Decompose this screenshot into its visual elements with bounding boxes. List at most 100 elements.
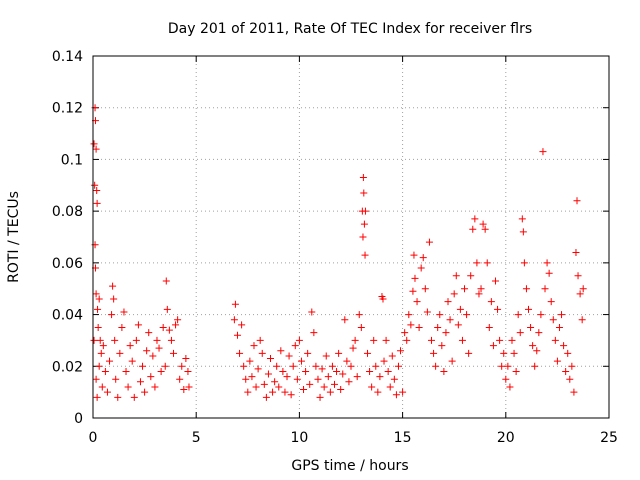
data-point bbox=[359, 233, 367, 241]
data-point bbox=[136, 378, 144, 386]
data-point bbox=[570, 388, 578, 396]
data-point bbox=[184, 367, 192, 375]
data-point bbox=[96, 336, 104, 344]
data-point bbox=[522, 285, 530, 293]
data-point bbox=[535, 329, 543, 337]
data-point bbox=[308, 308, 316, 316]
data-point bbox=[322, 352, 330, 360]
data-point bbox=[566, 375, 574, 383]
data-point bbox=[475, 290, 483, 298]
data-point bbox=[357, 324, 365, 331]
plot-frame bbox=[92, 55, 610, 419]
data-point bbox=[233, 331, 241, 339]
data-point bbox=[128, 357, 136, 365]
data-point bbox=[95, 362, 103, 370]
data-point bbox=[446, 316, 454, 324]
data-point bbox=[366, 367, 374, 375]
data-point bbox=[553, 357, 561, 365]
data-point bbox=[539, 148, 547, 156]
data-point bbox=[250, 342, 258, 350]
data-point bbox=[151, 383, 159, 391]
data-point bbox=[541, 285, 549, 293]
data-point bbox=[360, 189, 368, 197]
data-point bbox=[491, 277, 499, 285]
data-point bbox=[178, 362, 186, 370]
data-point bbox=[246, 357, 254, 365]
data-point bbox=[163, 305, 171, 313]
x-tick-labels: 0 5 10 15 20 25 bbox=[89, 430, 618, 446]
data-point bbox=[461, 285, 469, 293]
data-point bbox=[112, 375, 120, 383]
data-point bbox=[289, 362, 297, 370]
data-points bbox=[90, 104, 587, 401]
data-point bbox=[92, 375, 100, 383]
data-point bbox=[392, 391, 400, 399]
data-point bbox=[275, 383, 283, 391]
data-point bbox=[376, 373, 384, 381]
data-point bbox=[508, 336, 516, 344]
data-point bbox=[413, 298, 421, 306]
data-point bbox=[467, 272, 475, 280]
data-point bbox=[320, 383, 328, 391]
data-point bbox=[99, 342, 107, 350]
data-point bbox=[403, 336, 411, 344]
chart-title: Day 201 of 2011, Rate Of TEC Index for r… bbox=[168, 21, 532, 37]
data-point bbox=[345, 378, 353, 386]
data-point bbox=[330, 380, 338, 388]
data-point bbox=[370, 336, 378, 344]
data-point bbox=[452, 272, 460, 280]
data-point bbox=[149, 352, 157, 360]
data-point bbox=[256, 336, 264, 344]
data-point bbox=[97, 349, 105, 357]
data-point bbox=[277, 347, 285, 355]
data-point bbox=[285, 352, 293, 360]
data-point bbox=[120, 308, 128, 316]
data-point bbox=[578, 316, 586, 324]
data-point bbox=[287, 391, 295, 399]
data-point bbox=[176, 375, 184, 383]
data-point bbox=[252, 383, 260, 391]
data-point bbox=[558, 311, 566, 319]
data-point bbox=[386, 383, 394, 391]
data-point bbox=[236, 349, 244, 357]
x-tick-label: 0 bbox=[89, 430, 98, 446]
data-point bbox=[304, 349, 312, 357]
data-point bbox=[316, 393, 324, 401]
data-point bbox=[438, 342, 446, 350]
data-point bbox=[159, 324, 167, 331]
data-point bbox=[500, 349, 508, 357]
x-tick-label: 5 bbox=[192, 430, 201, 446]
data-point bbox=[349, 344, 357, 352]
data-point bbox=[169, 349, 177, 357]
data-point bbox=[93, 393, 101, 401]
data-point bbox=[560, 342, 568, 350]
data-point bbox=[93, 186, 101, 194]
data-point bbox=[568, 362, 576, 370]
data-point bbox=[458, 336, 466, 344]
data-point bbox=[516, 329, 524, 337]
data-point bbox=[372, 362, 380, 370]
data-point bbox=[318, 365, 326, 373]
data-point bbox=[310, 329, 318, 337]
data-point bbox=[504, 362, 512, 370]
data-point bbox=[106, 357, 114, 365]
data-point bbox=[353, 373, 361, 381]
data-point bbox=[262, 393, 270, 401]
data-point bbox=[295, 336, 303, 344]
data-point bbox=[242, 375, 250, 383]
data-point bbox=[95, 295, 103, 303]
data-point bbox=[306, 380, 314, 388]
data-point bbox=[94, 324, 102, 331]
data-point bbox=[254, 365, 262, 373]
data-point bbox=[248, 373, 256, 381]
data-point bbox=[147, 373, 155, 381]
data-point bbox=[487, 298, 495, 306]
data-point bbox=[411, 274, 419, 282]
data-point bbox=[260, 380, 268, 388]
data-point bbox=[91, 181, 99, 189]
data-point bbox=[364, 349, 372, 357]
data-point bbox=[291, 342, 299, 350]
data-point bbox=[579, 285, 587, 293]
data-point bbox=[339, 370, 347, 378]
